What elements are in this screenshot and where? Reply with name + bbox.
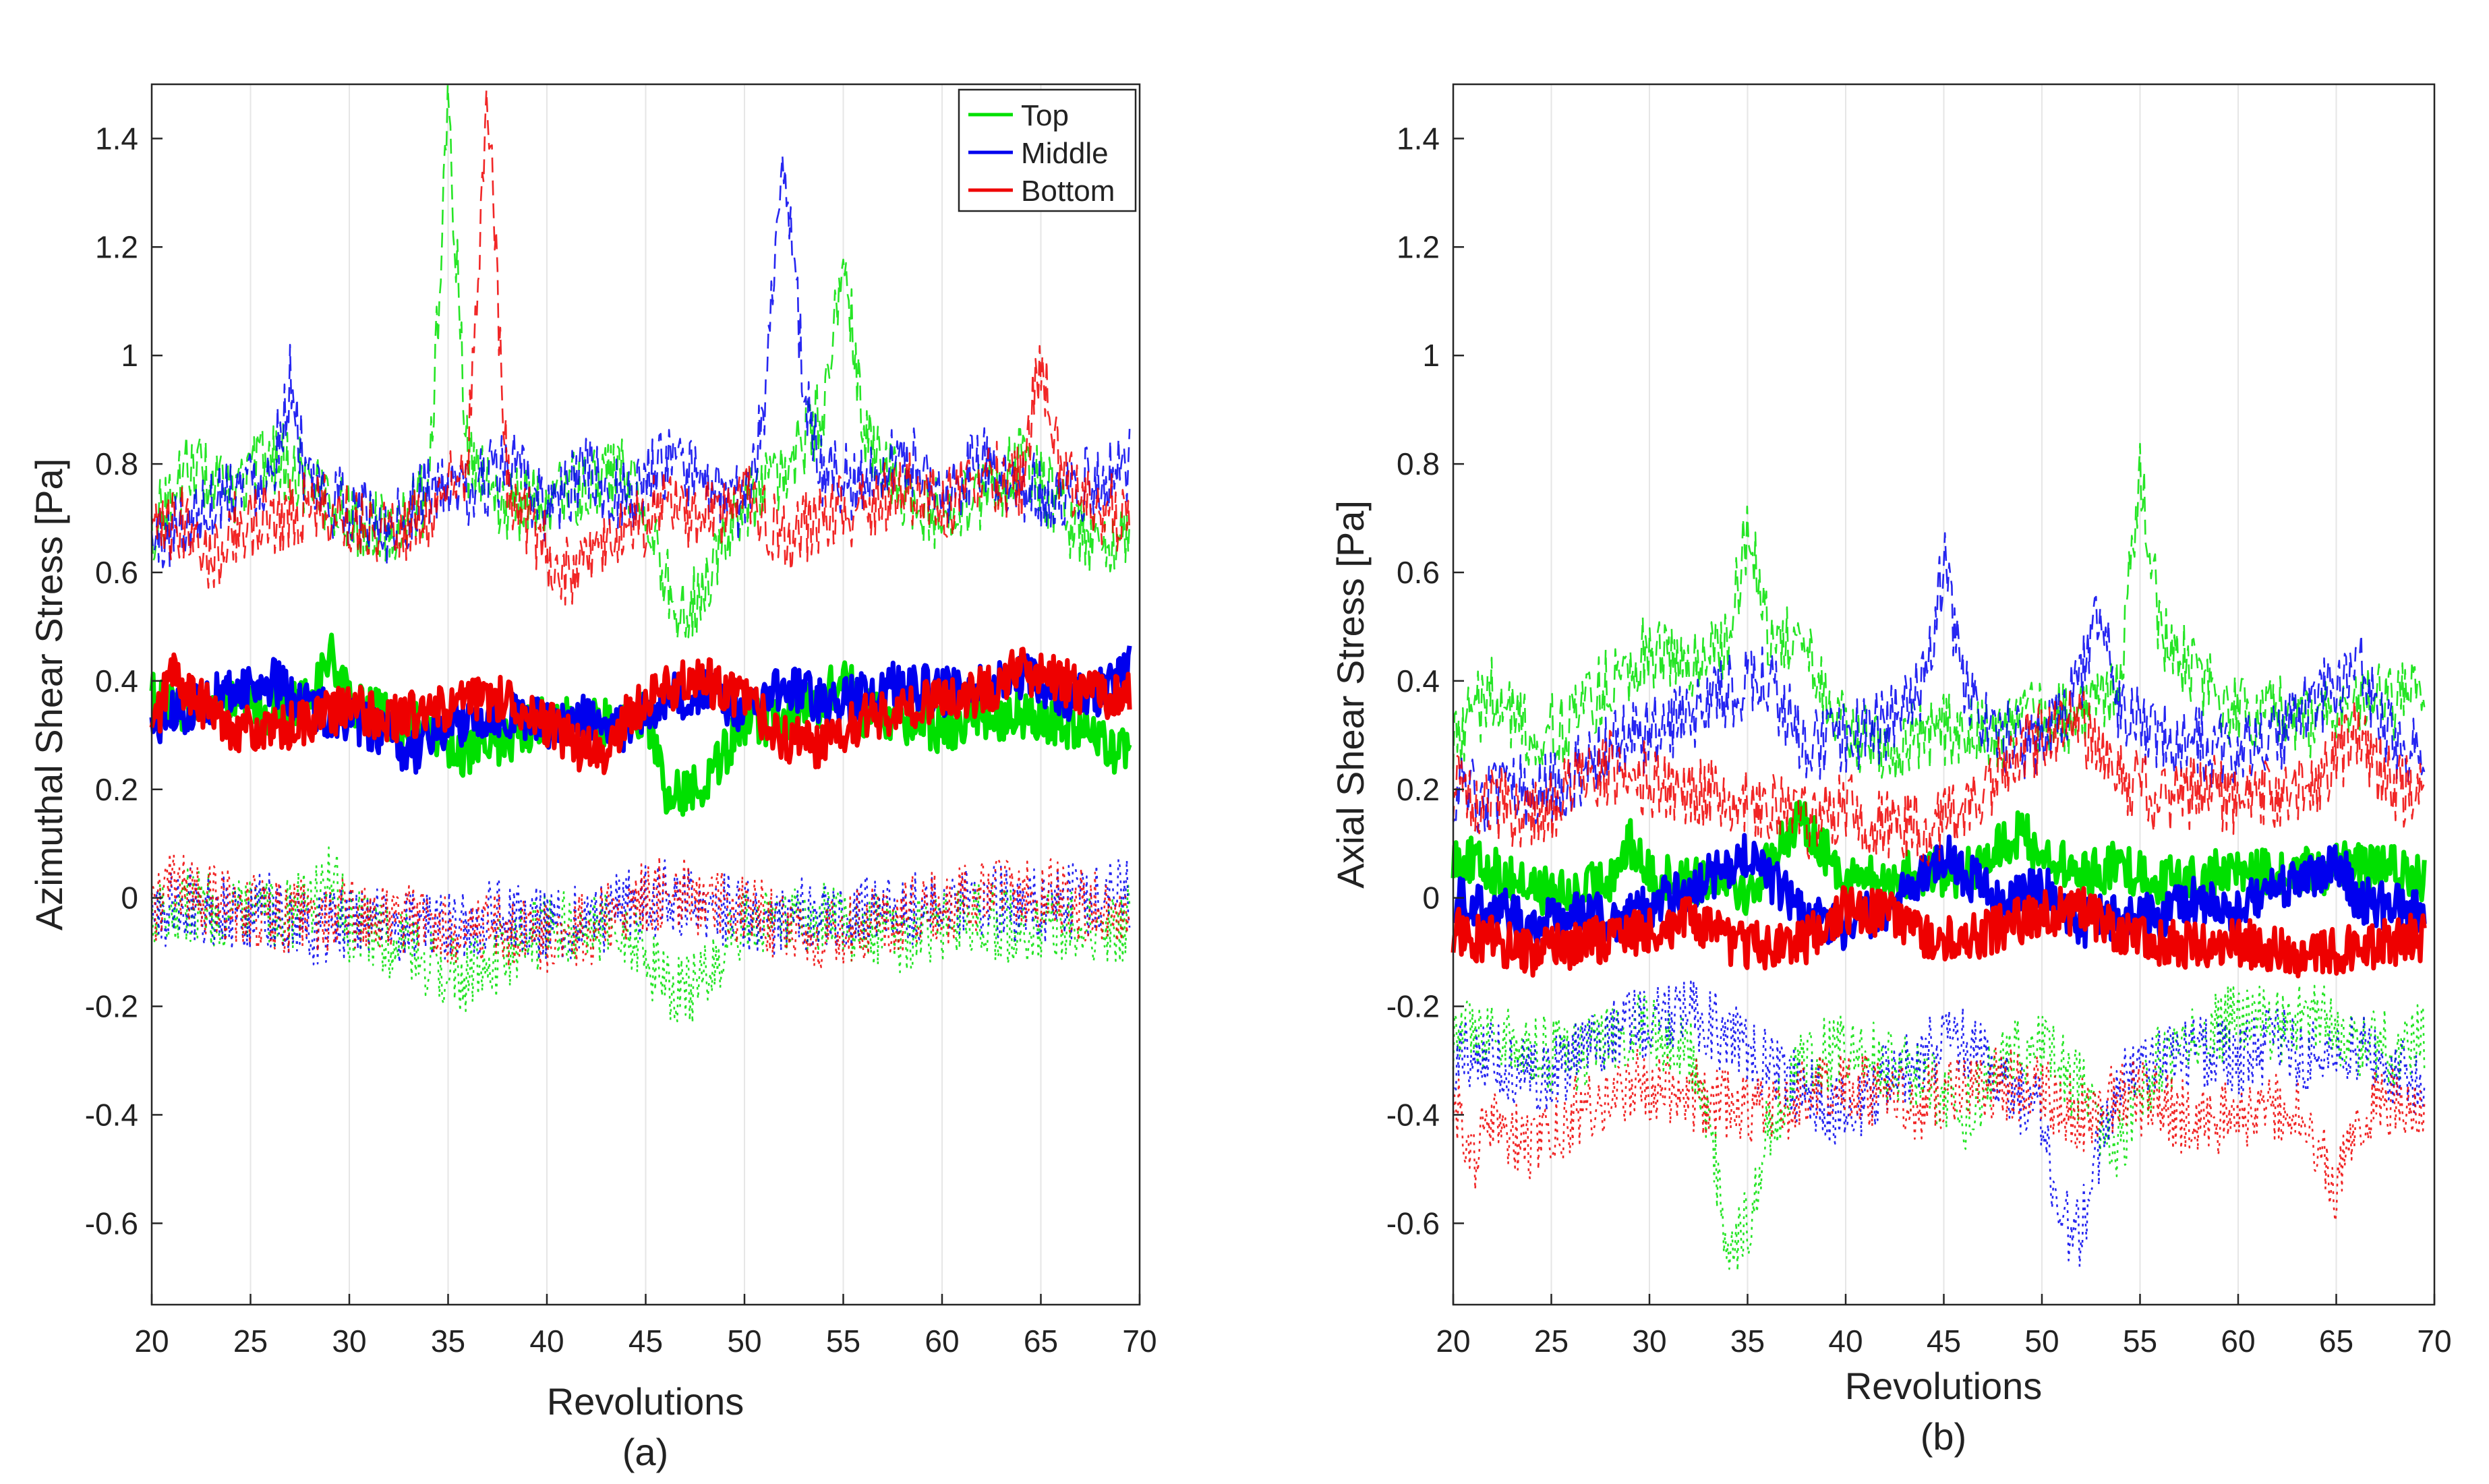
panel-a-xtick-label-55: 55 <box>826 1324 860 1359</box>
panel-b-ytick-label-5: 0.4 <box>1397 663 1440 699</box>
panel-b-xtick-label-60: 60 <box>2221 1324 2255 1359</box>
panel-a-xtick-label-20: 20 <box>134 1324 169 1359</box>
panel-b-ytick-label-4: 0.2 <box>1397 772 1440 807</box>
panel-b-ylabel: Axial Shear Stress [Pa] <box>1329 500 1372 889</box>
panel-b-ticks: 20 25 30 35 40 45 50 55 60 65 70 -0.6 -0.4 -0.2 0 0.2 0.… <box>1386 121 2452 1359</box>
panel-b-ytick-label-0: -0.6 <box>1386 1206 1440 1241</box>
panel-b-ytick-label-1: -0.4 <box>1386 1097 1440 1132</box>
panel-a-series-bottom-dotted <box>150 852 1131 973</box>
panel-b-series-middle-dotted <box>1452 980 2426 1268</box>
panel-a-ytick-label-3: 0 <box>121 881 138 916</box>
panel-b-series-top-dotted <box>1452 984 2426 1272</box>
panel-b-xtick-label-40: 40 <box>1828 1324 1863 1359</box>
panel-a: 20 25 30 35 40 45 50 55 60 65 70 -0.6 -0.4 -0.2 0 0.2 0.… <box>28 83 1157 1473</box>
panel-b-xlabel: Revolutions <box>1845 1365 2043 1407</box>
panel-b-ytick-label-6: 0.6 <box>1397 555 1440 590</box>
panel-a-series-middle-dashed <box>150 154 1131 569</box>
panel-b-ytick-label-9: 1.2 <box>1397 229 1440 264</box>
panel-b-ytick-label-2: -0.2 <box>1386 989 1440 1024</box>
panel-a-xtick-label-45: 45 <box>628 1324 663 1359</box>
panel-a-ytick-label-7: 0.8 <box>95 446 138 481</box>
panel-a-panel-label: (a) <box>622 1431 668 1473</box>
panel-a-xtick-label-25: 25 <box>233 1324 268 1359</box>
legend-label-bottom: Bottom <box>1021 175 1115 208</box>
panel-b-xtick-label-55: 55 <box>2123 1324 2157 1359</box>
panel-a-ytick-label-1: -0.4 <box>85 1097 138 1132</box>
panel-a-xtick-label-40: 40 <box>529 1324 564 1359</box>
panel-a-xtick-label-50: 50 <box>727 1324 761 1359</box>
panel-a-xtick-label-30: 30 <box>332 1324 366 1359</box>
panel-b-ytick-label-7: 0.8 <box>1397 446 1440 481</box>
panel-b-ytick-label-10: 1.4 <box>1397 121 1440 156</box>
panel-b-series <box>1451 442 2427 1272</box>
panel-b-series-bottom-dotted <box>1452 1046 2426 1222</box>
panel-b-series-bottom-dashed <box>1452 689 2426 867</box>
panel-a-series <box>149 84 1132 1024</box>
panel-b-grid <box>1453 84 2435 1305</box>
panel-a-xtick-label-60: 60 <box>925 1324 959 1359</box>
panel-b-series-middle-dashed <box>1452 532 2426 833</box>
panel-b-xtick-label-35: 35 <box>1730 1324 1765 1359</box>
panel-a-xtick-label-70: 70 <box>1122 1324 1156 1359</box>
panel-b: 20 25 30 35 40 45 50 55 60 65 70 -0.6 -0.4 -0.2 0 0.2 0.… <box>1329 83 2452 1458</box>
panel-b-ytick-label-8: 1 <box>1422 338 1440 373</box>
panel-b-xtick-label-30: 30 <box>1632 1324 1666 1359</box>
panel-b-series-top-dashed <box>1452 442 2426 781</box>
panel-b-xtick-label-20: 20 <box>1436 1324 1470 1359</box>
panel-b-series-middle-solid <box>1452 833 2427 951</box>
panel-b-xtick-label-25: 25 <box>1534 1324 1569 1359</box>
legend: Top Middle Bottom <box>958 88 1137 212</box>
legend-label-top: Top <box>1021 99 1069 132</box>
panel-a-series-middle-dotted <box>150 858 1131 966</box>
panel-b-panel-label: (b) <box>1921 1415 1966 1458</box>
panel-a-ytick-label-4: 0.2 <box>95 772 138 807</box>
panel-a-ytick-label-6: 0.6 <box>95 555 138 590</box>
panel-a-xtick-label-65: 65 <box>1024 1324 1058 1359</box>
panel-b-xtick-label-50: 50 <box>2024 1324 2059 1359</box>
panel-a-ytick-label-2: -0.2 <box>85 989 138 1024</box>
panel-b-ytick-label-3: 0 <box>1422 881 1440 916</box>
panel-b-series-bottom-solid <box>1451 885 2427 979</box>
panel-a-xlabel: Revolutions <box>547 1380 744 1423</box>
panel-a-ticks: 20 25 30 35 40 45 50 55 60 65 70 -0.6 -0.4 -0.2 0 0.2 0.… <box>85 121 1157 1359</box>
panel-a-series-bottom-dashed <box>150 89 1131 606</box>
panel-a-ylabel: Azimuthal Shear Stress [Pa] <box>28 458 70 930</box>
panel-a-ytick-label-9: 1.2 <box>95 229 138 264</box>
panel-a-series-top-dotted <box>150 846 1131 1024</box>
panel-a-ytick-label-8: 1 <box>121 338 138 373</box>
panel-b-xtick-label-70: 70 <box>2417 1324 2451 1359</box>
panel-b-xtick-label-65: 65 <box>2319 1324 2353 1359</box>
panel-a-series-bottom-solid <box>149 647 1132 775</box>
panel-a-ytick-label-5: 0.4 <box>95 663 138 699</box>
legend-label-middle: Middle <box>1021 137 1109 170</box>
panel-a-xtick-label-35: 35 <box>431 1324 465 1359</box>
panel-a-ytick-label-0: -0.6 <box>85 1206 138 1241</box>
panel-b-xtick-label-45: 45 <box>1927 1324 1961 1359</box>
panel-a-ytick-label-10: 1.4 <box>95 121 138 156</box>
